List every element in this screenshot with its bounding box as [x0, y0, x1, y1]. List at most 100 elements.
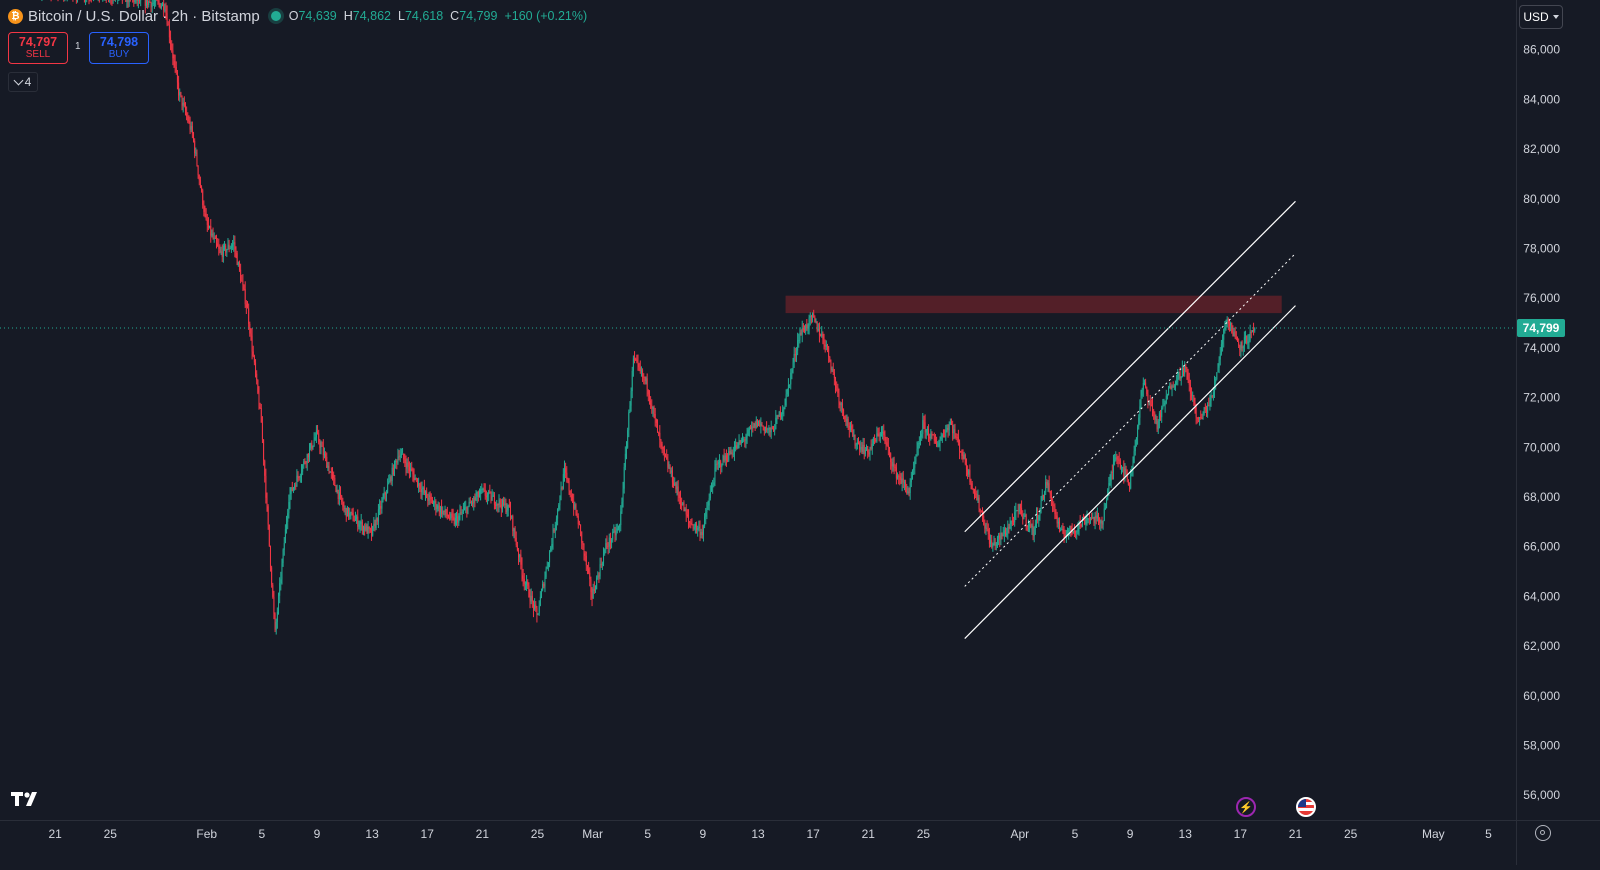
candle-body: [333, 475, 334, 478]
candle-body: [640, 367, 641, 371]
candle: [861, 442, 862, 454]
candle-body: [1238, 342, 1239, 346]
candle-body: [257, 380, 258, 393]
candle-body: [509, 505, 510, 508]
candle: [531, 588, 532, 604]
candle-body: [734, 449, 735, 454]
candle: [714, 460, 715, 486]
candle: [615, 527, 616, 542]
x-tick-label: 17: [806, 827, 820, 841]
candle-body: [758, 421, 759, 426]
candle: [736, 442, 737, 450]
candle: [1139, 399, 1140, 425]
candle-body: [889, 447, 890, 453]
candle: [899, 471, 900, 485]
candle-body: [271, 568, 272, 585]
candle-body: [965, 455, 966, 464]
candle: [326, 452, 327, 467]
candle-body: [1136, 437, 1137, 440]
candle-body: [856, 445, 857, 446]
candle: [472, 498, 473, 507]
candle-body: [928, 429, 929, 437]
candle: [329, 462, 330, 474]
x-tick-label: 9: [1127, 827, 1134, 841]
candle: [1020, 504, 1021, 515]
candle-body: [1070, 526, 1071, 529]
candle: [856, 443, 857, 451]
candle-body: [482, 489, 483, 490]
candle: [481, 483, 482, 493]
chart-settings-gear-icon[interactable]: [1535, 825, 1551, 841]
candle-body: [930, 434, 931, 439]
symbol-header: ₿ Bitcoin / U.S. Dollar · 2h · Bitstamp …: [8, 6, 587, 26]
candle-body: [805, 325, 806, 332]
candle-body: [920, 438, 921, 443]
candle-body: [388, 481, 389, 484]
candle: [872, 439, 873, 455]
candle-body: [425, 491, 426, 493]
candle-body: [245, 289, 246, 304]
candle-body: [372, 526, 373, 536]
candle: [200, 177, 201, 189]
symbol-title[interactable]: Bitcoin / U.S. Dollar · 2h · Bitstamp: [28, 8, 260, 25]
candle: [575, 503, 576, 516]
buy-button[interactable]: 74,798 BUY: [89, 32, 149, 64]
candle-body: [843, 410, 844, 416]
candle: [549, 550, 550, 567]
candle-body: [512, 516, 513, 531]
candle: [108, 0, 109, 2]
candle-body: [910, 482, 911, 493]
candle: [234, 236, 235, 258]
sell-button[interactable]: 74,797 SELL: [8, 32, 68, 64]
candle: [925, 414, 926, 438]
candle: [356, 515, 357, 524]
candle-body: [650, 401, 651, 405]
tradingview-logo-icon[interactable]: [10, 790, 42, 808]
candle-body: [700, 527, 701, 535]
candle: [337, 485, 338, 494]
candle-body: [377, 518, 378, 521]
candle-body: [615, 531, 616, 536]
candle-body: [1229, 324, 1230, 326]
candle: [383, 493, 384, 502]
candle: [801, 329, 802, 335]
candle: [377, 517, 378, 525]
candle-body: [395, 461, 396, 462]
indicators-toggle-button[interactable]: 4: [8, 72, 38, 92]
candle-body: [1046, 482, 1047, 485]
candle: [253, 346, 254, 358]
candle-body: [379, 506, 380, 509]
candle: [1160, 410, 1161, 421]
earnings-lightning-icon[interactable]: ⚡: [1236, 797, 1256, 817]
candle-body: [157, 0, 158, 1]
candle-body: [711, 488, 712, 492]
candle: [323, 439, 324, 460]
currency-button[interactable]: USD: [1519, 5, 1563, 29]
candle-body: [306, 463, 307, 464]
candle: [206, 208, 207, 221]
candle: [1200, 410, 1201, 419]
candle: [1215, 377, 1216, 390]
candle-body: [818, 329, 819, 331]
candle-body: [917, 449, 918, 457]
us-flag-icon[interactable]: [1296, 797, 1316, 817]
candle: [997, 536, 998, 548]
candle: [1154, 411, 1155, 423]
candle-body: [1146, 387, 1147, 394]
price-axis-background[interactable]: [1516, 0, 1600, 865]
candle-body: [1246, 336, 1247, 343]
candle: [1221, 340, 1222, 356]
candle-body: [334, 478, 335, 486]
candle: [264, 460, 265, 483]
candle: [1116, 454, 1117, 464]
candle-body: [401, 454, 402, 456]
candle: [1095, 512, 1096, 529]
candle-body: [350, 512, 351, 513]
candle: [340, 486, 341, 500]
candle-body: [1234, 332, 1235, 337]
candle: [755, 421, 756, 431]
candle: [815, 318, 816, 323]
candle-body: [801, 333, 802, 335]
candle-body: [1027, 525, 1028, 526]
